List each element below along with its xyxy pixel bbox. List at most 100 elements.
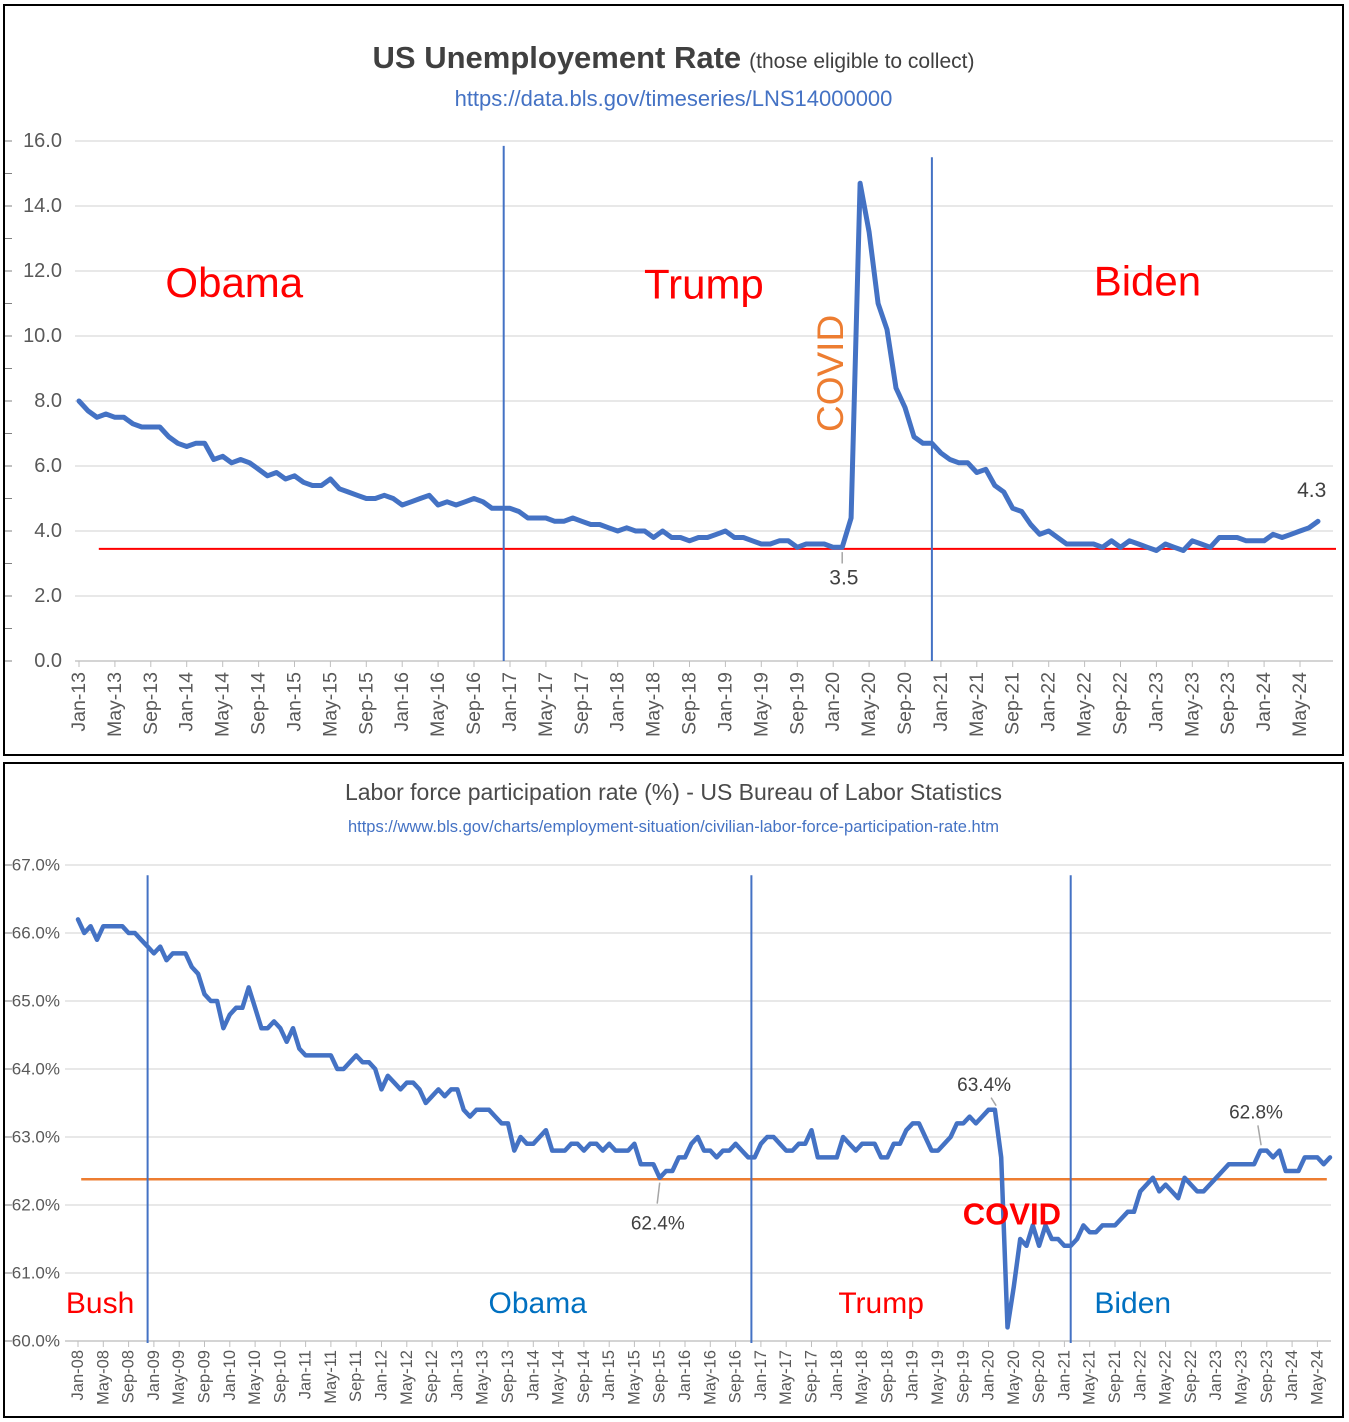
annotation-trump: Trump: [838, 1287, 924, 1320]
x-tick-label: Sep-23: [1258, 1350, 1276, 1403]
x-tick-label: May-19: [750, 672, 772, 737]
x-tick-label: May-20: [858, 672, 880, 737]
x-tick-label: Jan-14: [176, 672, 198, 732]
x-tick-label: Sep-22: [1182, 1350, 1200, 1403]
x-tick-label: Sep-14: [575, 1350, 593, 1403]
source-link[interactable]: https://data.bls.gov/timeseries/LNS14000…: [454, 86, 893, 111]
x-tick-label: Jan-13: [68, 672, 90, 732]
source-link[interactable]: https://www.bls.gov/charts/employment-si…: [347, 818, 1000, 836]
x-tick-label: Jan-10: [221, 1350, 239, 1400]
x-tick-label: May-16: [701, 1350, 719, 1405]
x-tick-label: Sep-13: [499, 1350, 517, 1403]
x-tick-label: Jan-22: [1038, 672, 1060, 732]
unemployment-chart-subtitle: https://data.bls.gov/timeseries/LNS14000…: [5, 86, 1342, 112]
chart-title-suffix: (those eligible to collect): [749, 50, 975, 73]
annotation-covid: COVID: [963, 1196, 1061, 1231]
x-tick-label: May-15: [319, 672, 341, 737]
x-tick-label: Jan-24: [1283, 1350, 1301, 1400]
x-tick-label: Sep-18: [878, 1350, 896, 1403]
x-tick-label: May-17: [535, 672, 557, 737]
x-tick-label: Jan-19: [904, 1350, 922, 1400]
x-tick-label: May-24: [1289, 672, 1311, 737]
chart-title: Labor force participation rate (%) - US …: [344, 779, 1003, 805]
x-tick-label: Jan-21: [1055, 1350, 1073, 1400]
x-tick-label: Sep-13: [140, 672, 162, 735]
y-tick-label: 10.0: [23, 325, 62, 347]
x-tick-label: Jan-16: [391, 672, 413, 732]
y-tick-label: 6.0: [34, 455, 62, 477]
x-tick-label: Sep-19: [954, 1350, 972, 1403]
x-tick-label: May-10: [246, 1350, 264, 1405]
x-tick-label: Sep-16: [463, 672, 485, 735]
y-tick-label: 64.0%: [12, 1060, 60, 1079]
x-tick-label: Sep-12: [423, 1350, 441, 1403]
x-tick-label: Sep-17: [571, 672, 593, 735]
x-tick-label: May-14: [212, 672, 234, 737]
x-tick-label: Sep-08: [120, 1350, 138, 1403]
unemployment-plot: 16.0 14.0 12.0 10.0 8.0 6.0 4.0 2.0 0.0 Jan-13 May…: [5, 130, 1336, 737]
x-tick-label: Sep-15: [355, 672, 377, 735]
x-tick-label: Jan-08: [69, 1350, 87, 1400]
x-tick-label: Sep-19: [786, 672, 808, 735]
x-tick-label: Jan-20: [980, 1350, 998, 1400]
x-tick-label: May-15: [625, 1350, 643, 1405]
x-tick-label: May-22: [1157, 1350, 1175, 1405]
x-tick-label: Jan-16: [676, 1350, 694, 1400]
x-tick-label: Sep-11: [347, 1350, 365, 1402]
annotation-4.3: 4.3: [1297, 479, 1326, 502]
y-tick-label: 67.0%: [12, 856, 60, 875]
participation-chart-subtitle: https://www.bls.gov/charts/employment-si…: [5, 818, 1342, 837]
x-tick-label: May-22: [1074, 672, 1096, 737]
x-tick-label: May-16: [427, 672, 449, 737]
annotation-obama: Obama: [489, 1287, 588, 1320]
annotation-bush: Bush: [66, 1287, 134, 1320]
unemployment-chart-title-row: US Unemployement Rate (those eligible to …: [5, 40, 1342, 76]
x-tick-label: Jan-15: [284, 672, 306, 732]
x-tick-label: Jan-21: [930, 672, 952, 732]
x-tick-label: May-20: [1005, 1350, 1023, 1405]
y-tick-label: 66.0%: [12, 924, 60, 943]
annotation-obama: Obama: [165, 259, 303, 306]
x-tick-label: Jan-15: [600, 1350, 618, 1400]
annotation-62.4pct: 62.4%: [631, 1214, 685, 1235]
annotation-biden: Biden: [1094, 1287, 1171, 1320]
y-tick-label: 4.0: [34, 520, 62, 542]
x-tick-label: Sep-14: [248, 672, 270, 735]
x-tick-label: Jan-14: [524, 1350, 542, 1400]
leader-line: [990, 1097, 997, 1107]
x-tick-label: Sep-16: [727, 1350, 745, 1403]
x-tick-label: May-19: [929, 1350, 947, 1405]
x-tick-label: Jan-11: [297, 1350, 315, 1399]
participation-chart-panel: Labor force participation rate (%) - US …: [3, 762, 1344, 1418]
x-tick-label: Jan-18: [607, 672, 629, 732]
y-tick-label: 14.0: [23, 195, 62, 217]
annotation-trump: Trump: [644, 261, 764, 308]
annotation-63.4pct: 63.4%: [957, 1075, 1011, 1096]
y-tick-label: 60.0%: [12, 1332, 60, 1351]
y-tick-label: 16.0: [23, 130, 62, 152]
x-tick-label: Sep-18: [679, 672, 701, 735]
x-tick-label: Jan-18: [828, 1350, 846, 1400]
annotation-62.8pct: 62.8%: [1229, 1103, 1283, 1124]
x-tick-label: May-18: [853, 1350, 871, 1405]
chart-title: US Unemployement Rate: [372, 40, 742, 75]
x-tick-label: May-18: [643, 672, 665, 737]
x-tick-label: May-23: [1181, 672, 1203, 737]
y-tick-label: 65.0%: [12, 992, 60, 1011]
unemployment-rate-percent-line: [76, 180, 1321, 553]
y-tick-label: 12.0: [23, 260, 62, 282]
x-tick-label: May-11: [322, 1350, 340, 1404]
y-tick-label: 62.0%: [12, 1196, 60, 1215]
x-tick-label: Jan-20: [822, 672, 844, 732]
x-tick-label: Jan-24: [1253, 672, 1275, 732]
x-tick-label: May-23: [1233, 1350, 1251, 1405]
annotation-biden: Biden: [1094, 257, 1201, 304]
y-tick-label: 63.0%: [12, 1128, 60, 1147]
x-tick-label: Sep-21: [1106, 1350, 1124, 1403]
y-tick-label: 0.0: [34, 650, 62, 672]
x-tick-label: Jan-12: [373, 1350, 391, 1400]
x-tick-label: May-12: [398, 1350, 416, 1405]
x-tick-label: Sep-17: [803, 1350, 821, 1403]
x-tick-label: May-08: [94, 1350, 112, 1405]
unemployment-chart-panel: US Unemployement Rate (those eligible to …: [3, 4, 1344, 756]
